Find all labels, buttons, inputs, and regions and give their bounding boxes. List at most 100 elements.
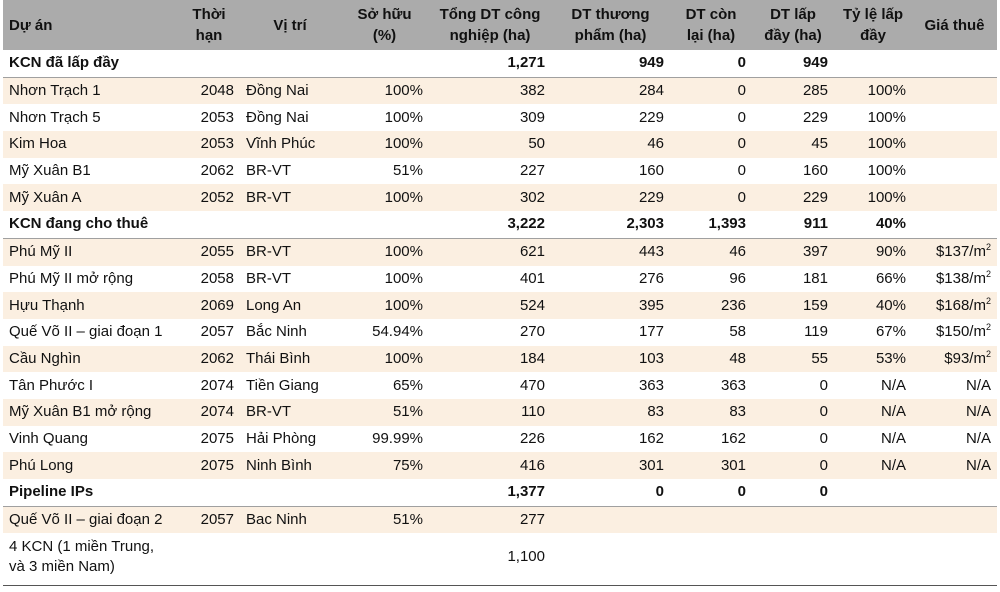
cell-total-area: 1,271 bbox=[429, 50, 551, 78]
cell-remaining-area bbox=[670, 506, 752, 534]
cell-total-area: 302 bbox=[429, 184, 551, 212]
cell-total-area: 416 bbox=[429, 452, 551, 479]
table-row: Kim Hoa 2053 Vĩnh Phúc 100% 50 46 0 45 100% bbox=[3, 131, 997, 158]
cell-commercial-area: 276 bbox=[638, 269, 664, 287]
group-row: KCN đã lấp đầy 1,271 949 0 949 bbox=[3, 50, 997, 78]
cell-occupancy-rate: 100% bbox=[867, 162, 906, 180]
cell-project: Mỹ Xuân B1 mở rộng bbox=[3, 398, 178, 426]
cell-remaining-area: 0 bbox=[737, 162, 746, 180]
cell-occupied-area bbox=[752, 533, 834, 581]
cell-total-area: 110 bbox=[429, 398, 551, 426]
group-row: KCN đang cho thuê 3,222 2,303 1,393 911 40% bbox=[3, 211, 997, 239]
cell-term bbox=[178, 50, 240, 78]
cell-ownership: 100% bbox=[340, 77, 429, 105]
cell-ownership: 100% bbox=[340, 131, 429, 158]
cell-project: Hựu Thạnh bbox=[3, 292, 178, 319]
cell-term: 2062 bbox=[200, 162, 234, 180]
cell-commercial-area: 229 bbox=[638, 108, 664, 126]
cell-occupied-area: 0 bbox=[752, 479, 834, 507]
cell-occupied-area: 397 bbox=[752, 238, 834, 266]
cell-commercial-area: 0 bbox=[551, 479, 670, 507]
column-header-commercial-area: DT thương phẩm (ha) bbox=[551, 0, 670, 50]
rent-value: $137/m bbox=[935, 243, 986, 261]
table-row: Nhơn Trạch 1 2048 Đồng Nai 100% 382 284 0 285 10… bbox=[3, 77, 997, 105]
table-row: Cầu Nghìn 2062 Thái Bình 100% 184 103 48 55 53% $… bbox=[3, 345, 997, 373]
cell-project: Quế Võ II – giai đoạn 1 bbox=[9, 323, 163, 341]
cell-occupied-area: 911 bbox=[752, 211, 834, 239]
cell-occupancy-rate: 67% bbox=[875, 323, 906, 341]
cell-term bbox=[178, 479, 240, 507]
cell-total-area: 277 bbox=[429, 506, 551, 534]
cell-project: Quế Võ II – giai đoạn 2 bbox=[3, 506, 178, 534]
rent-value: $138/m bbox=[935, 269, 986, 287]
cell-occupancy-rate: N/A bbox=[880, 376, 906, 394]
cell-occupancy-rate: 40% bbox=[834, 211, 912, 239]
cell-project: Kim Hoa bbox=[3, 131, 178, 158]
cell-remaining-area: 301 bbox=[670, 452, 752, 479]
cell-ownership: 65% bbox=[392, 376, 423, 394]
cell-term: 2053 bbox=[200, 108, 234, 126]
cell-term: 2069 bbox=[178, 292, 240, 319]
cell-ownership: 100% bbox=[340, 345, 429, 373]
cell-total-area: 184 bbox=[429, 345, 551, 373]
cell-term: 2075 bbox=[200, 429, 234, 447]
cell-occupancy-rate: 100% bbox=[867, 108, 906, 126]
cell-total-area: 1,377 bbox=[429, 479, 551, 507]
cell-term: 2055 bbox=[178, 238, 240, 266]
cell-occupied-area: 0 bbox=[752, 398, 834, 426]
cell-project: Phú Mỹ II bbox=[3, 238, 178, 266]
column-header-ownership: Sở hữu (%) bbox=[340, 0, 429, 50]
cell-commercial-area: 443 bbox=[551, 238, 670, 266]
table-row: Vinh Quang 2075 Hải Phòng 99.99% 226 162 162 0 N… bbox=[3, 426, 997, 453]
cell-occupied-area bbox=[752, 506, 834, 534]
cell-remaining-area: 162 bbox=[720, 429, 746, 447]
table-row: Nhơn Trạch 5 2053 Đồng Nai 100% 309 229 0 229 10… bbox=[3, 104, 997, 131]
cell-project: Nhơn Trạch 1 bbox=[3, 77, 178, 105]
cell-commercial-area: 949 bbox=[551, 50, 670, 78]
cell-total-area: 401 bbox=[519, 269, 545, 287]
cell-total-area: 621 bbox=[429, 238, 551, 266]
table-header-row: Dự án Thời hạn Vị trí Sở hữu (%) Tổng DT côn… bbox=[3, 0, 997, 50]
cell-commercial-area: 103 bbox=[551, 345, 670, 373]
cell-commercial-area: 229 bbox=[551, 184, 670, 212]
column-header-remaining-area: DT còn lại (ha) bbox=[670, 0, 752, 50]
industrial-parks-table: Dự án Thời hạn Vị trí Sở hữu (%) Tổng DT côn… bbox=[3, 0, 997, 581]
cell-location: Bac Ninh bbox=[240, 506, 340, 534]
cell-occupied-area: 229 bbox=[802, 108, 828, 126]
cell-ownership: 51% bbox=[340, 506, 429, 534]
cell-location: BR-VT bbox=[246, 162, 291, 180]
cell-project: Pipeline IPs bbox=[3, 479, 178, 507]
cell-remaining-area: 0 bbox=[670, 479, 752, 507]
cell-rent bbox=[912, 131, 997, 158]
cell-location: Bắc Ninh bbox=[246, 323, 307, 341]
cell-occupancy-rate bbox=[834, 479, 912, 507]
column-header-project: Dự án bbox=[3, 0, 178, 50]
cell-term: 2057 bbox=[200, 323, 234, 341]
cell-total-area: 50 bbox=[429, 131, 551, 158]
cell-location bbox=[240, 211, 340, 239]
cell-location: Đồng Nai bbox=[246, 108, 309, 126]
cell-occupied-area: 0 bbox=[819, 376, 828, 394]
cell-commercial-area: 160 bbox=[638, 162, 664, 180]
rent-unit-exponent: 2 bbox=[985, 268, 991, 279]
cell-rent: N/A bbox=[912, 452, 997, 479]
rent-value: $168/m bbox=[935, 296, 986, 314]
cell-location: Đồng Nai bbox=[240, 77, 340, 105]
cell-commercial-area bbox=[551, 506, 670, 534]
cell-ownership bbox=[340, 479, 429, 507]
cell-ownership bbox=[340, 211, 429, 239]
cell-rent: $168/m2 bbox=[912, 292, 997, 319]
cell-project: KCN đang cho thuê bbox=[3, 211, 178, 239]
cell-total-area: 382 bbox=[429, 77, 551, 105]
cell-ownership: 75% bbox=[340, 452, 429, 479]
cell-rent bbox=[912, 211, 997, 239]
table-row: Mỹ Xuân B1 2062 BR-VT 51% 227 160 0 160 100% bbox=[3, 158, 997, 185]
cell-project: 4 KCN (1 miền Trung, và 3 miền Nam) bbox=[9, 538, 155, 576]
cell-rent: N/A bbox=[965, 429, 991, 447]
cell-rent bbox=[912, 533, 997, 581]
cell-location: BR-VT bbox=[240, 238, 340, 266]
table-row: Phú Mỹ II 2055 BR-VT 100% 621 443 46 397 90% $137… bbox=[3, 238, 997, 266]
cell-ownership: 100% bbox=[340, 184, 429, 212]
column-header-rent: Giá thuê bbox=[912, 0, 997, 50]
cell-commercial-area bbox=[551, 533, 670, 581]
